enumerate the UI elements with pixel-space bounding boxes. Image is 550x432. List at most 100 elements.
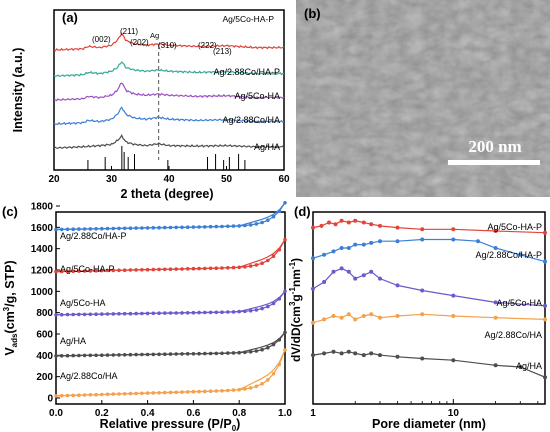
data-point bbox=[174, 352, 178, 356]
series-ag-5co-ha-p bbox=[54, 237, 287, 274]
data-point bbox=[82, 227, 87, 231]
data-point bbox=[71, 312, 75, 317]
label-ag-2-88co-ha: Ag/2.88Co/HA bbox=[222, 115, 280, 125]
data-point bbox=[77, 353, 81, 358]
panel-c: (c) Relative pressure (P/P0) Vads(cm3/g,… bbox=[2, 201, 292, 432]
data-point bbox=[395, 239, 400, 244]
data-point bbox=[134, 268, 138, 272]
data-point bbox=[191, 266, 196, 271]
data-point bbox=[168, 225, 173, 230]
scale-bar bbox=[448, 160, 540, 165]
data-point bbox=[151, 311, 156, 316]
data-point bbox=[361, 220, 366, 225]
data-point bbox=[254, 349, 259, 353]
data-point bbox=[105, 268, 110, 273]
data-point bbox=[451, 358, 456, 363]
data-point bbox=[331, 269, 336, 274]
data-point bbox=[237, 387, 241, 392]
data-point bbox=[369, 312, 374, 317]
data-point bbox=[277, 362, 282, 367]
series-line bbox=[312, 238, 546, 263]
data-point bbox=[157, 225, 161, 230]
data-point bbox=[140, 311, 144, 316]
data-point bbox=[145, 226, 150, 230]
data-point bbox=[493, 246, 498, 250]
data-point bbox=[140, 352, 144, 357]
data-point bbox=[65, 269, 70, 274]
data-point bbox=[311, 286, 315, 291]
data-point bbox=[59, 393, 64, 398]
series-ag-2-88co-ha-p bbox=[311, 237, 547, 264]
data-point bbox=[369, 351, 374, 356]
data-point bbox=[54, 313, 58, 317]
data-point bbox=[271, 214, 276, 219]
panel-c-xtick-label: 1.0 bbox=[278, 408, 292, 419]
data-point bbox=[134, 226, 138, 230]
data-point bbox=[203, 310, 207, 315]
data-point bbox=[322, 252, 327, 257]
data-point bbox=[94, 312, 98, 317]
data-point bbox=[77, 227, 81, 231]
data-point bbox=[243, 223, 247, 228]
series-ag-2-88co-ha-p bbox=[54, 201, 287, 232]
data-point bbox=[231, 351, 236, 355]
data-point bbox=[151, 352, 156, 357]
data-point bbox=[100, 353, 104, 358]
data-point bbox=[231, 224, 236, 228]
series-ag-5co-ha bbox=[54, 289, 287, 317]
data-point bbox=[283, 237, 287, 242]
data-point bbox=[395, 225, 400, 230]
data-point bbox=[214, 310, 219, 315]
peak-label-211: (211) bbox=[120, 27, 138, 36]
series-ag-2-88co-ha bbox=[54, 348, 287, 398]
data-point bbox=[346, 269, 351, 274]
data-point bbox=[180, 225, 184, 230]
data-point bbox=[260, 306, 264, 311]
data-point bbox=[339, 315, 344, 320]
data-point bbox=[518, 252, 523, 257]
data-point bbox=[203, 351, 207, 356]
data-point bbox=[361, 242, 366, 247]
data-point bbox=[493, 229, 498, 233]
data-point bbox=[266, 378, 270, 382]
data-point bbox=[311, 320, 315, 325]
data-point bbox=[185, 225, 190, 229]
data-point bbox=[518, 365, 523, 369]
peak-label-002: (002) bbox=[92, 35, 111, 44]
data-point bbox=[174, 267, 178, 271]
data-point bbox=[163, 352, 167, 357]
data-point bbox=[311, 256, 315, 261]
data-point bbox=[145, 391, 150, 395]
panel-d-series bbox=[311, 218, 547, 380]
panel-c-frame bbox=[55, 211, 286, 405]
data-point bbox=[361, 353, 366, 358]
data-point bbox=[59, 227, 64, 232]
data-point bbox=[451, 227, 456, 232]
panel-c-xtick-label: 0.0 bbox=[49, 408, 63, 419]
data-point bbox=[378, 223, 382, 228]
data-point bbox=[260, 220, 264, 225]
data-point bbox=[226, 266, 230, 270]
label-ag-2-88co-ha-p: Ag/2.88Co/HA-P bbox=[213, 67, 280, 77]
data-point bbox=[451, 237, 456, 242]
data-point bbox=[322, 317, 327, 322]
data-point bbox=[134, 391, 138, 396]
panel-a: (a) 2 theta (degree) Intensity (a.u.) 20… bbox=[11, 9, 290, 201]
panel-a-legend: Ag/5Co-HA-P Ag/2.88Co/HA-P Ag/5Co-HA Ag/… bbox=[213, 14, 280, 152]
data-point bbox=[180, 352, 184, 356]
panel-c-xlabel: Relative pressure (P/P0) bbox=[100, 417, 241, 432]
panel-a-xtick-label: 30 bbox=[106, 174, 118, 185]
data-point bbox=[100, 392, 104, 397]
data-point bbox=[319, 223, 324, 228]
data-point bbox=[111, 268, 116, 273]
data-point bbox=[128, 352, 133, 357]
data-point bbox=[140, 226, 144, 230]
panel-d: (d) Pore diameter (nm) dV/dD(cm3g-1nm-1)… bbox=[288, 204, 547, 431]
data-point bbox=[333, 222, 338, 227]
data-point bbox=[71, 393, 75, 398]
label-ag-5co-ha: Ag/5Co-HA bbox=[234, 91, 280, 101]
data-point bbox=[231, 388, 236, 392]
data-point bbox=[243, 309, 247, 314]
data-point bbox=[226, 224, 230, 229]
data-point bbox=[185, 311, 190, 315]
